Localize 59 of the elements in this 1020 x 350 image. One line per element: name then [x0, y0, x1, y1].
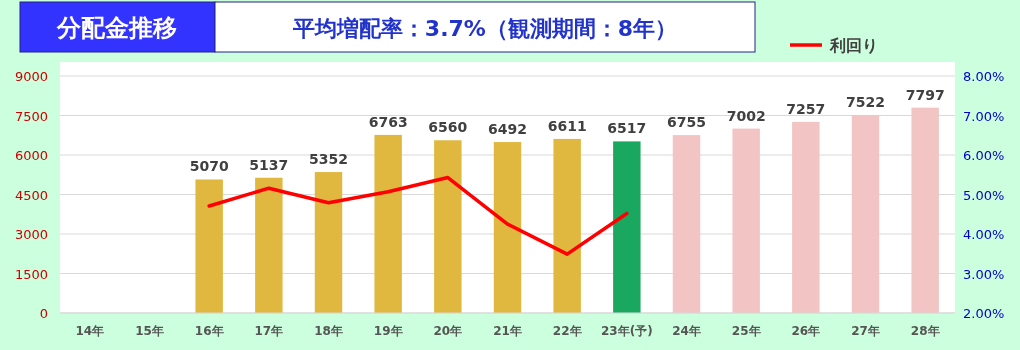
- y2-tick-label: 3.00%: [963, 266, 1005, 282]
- x-tick-label: 27年: [851, 324, 880, 338]
- data-label: 6611: [547, 117, 587, 134]
- y2-tick-label: 5.00%: [963, 187, 1005, 203]
- data-label: 5070: [189, 158, 229, 175]
- bar: [553, 138, 581, 313]
- bar: [374, 134, 402, 313]
- data-label: 6517: [607, 120, 647, 137]
- bar: [613, 141, 641, 313]
- x-tick-label: 20年: [433, 324, 463, 338]
- data-label: 5137: [249, 156, 289, 173]
- y2-tick-label: 4.00%: [963, 227, 1005, 242]
- y2-tick-label: 7.00%: [963, 108, 1005, 124]
- y-tick-label: 6000: [14, 148, 48, 163]
- bar: [792, 121, 820, 313]
- chart-title: 分配金推移: [56, 14, 177, 42]
- x-tick-label: 25年: [731, 324, 761, 338]
- bar: [911, 107, 939, 313]
- x-tick-label: 23年(予): [601, 324, 653, 338]
- x-tick-label: 21年: [493, 324, 522, 338]
- bar: [255, 177, 283, 313]
- legend-label: 利回り: [829, 36, 878, 55]
- y-tick-label: 0: [39, 306, 48, 321]
- x-tick-label: 15年: [135, 324, 164, 338]
- y2-tick-label: 2.00%: [963, 306, 1005, 321]
- bar: [732, 128, 760, 313]
- y-tick-label: 3000: [14, 227, 48, 242]
- data-label: 6492: [488, 121, 527, 138]
- data-label: 7522: [846, 93, 885, 110]
- bar: [672, 135, 701, 313]
- x-tick-label: 18年: [314, 324, 343, 338]
- data-label: 5352: [309, 151, 348, 168]
- bar: [851, 114, 880, 313]
- x-tick-label: 28年: [910, 324, 940, 338]
- data-label: 6560: [428, 119, 468, 136]
- data-label: 7797: [905, 86, 945, 103]
- y-tick-label: 1500: [14, 266, 48, 282]
- x-tick-label: 19年: [373, 324, 403, 338]
- y2-tick-label: 6.00%: [963, 148, 1005, 163]
- data-label: 6763: [368, 113, 408, 130]
- data-label: 7257: [786, 100, 826, 117]
- line-series: [207, 175, 629, 256]
- x-tick-label: 26年: [791, 324, 821, 338]
- y-tick-label: 9000: [14, 69, 48, 84]
- bar: [493, 142, 522, 313]
- y-tick-label: 7500: [14, 108, 48, 124]
- x-tick-label: 24年: [672, 324, 701, 338]
- x-tick-label: 16年: [194, 324, 224, 338]
- x-tick-label: 14年: [75, 324, 105, 338]
- bar: [434, 140, 462, 313]
- bar: [314, 172, 343, 313]
- data-label: 7002: [726, 107, 766, 124]
- bar: [195, 179, 223, 313]
- data-label: 6755: [667, 114, 706, 131]
- chart-subtitle: 平均増配率：3.7%（観測期間：8年）: [291, 16, 678, 41]
- x-tick-label: 17年: [254, 324, 284, 338]
- x-tick-label: 22年: [552, 324, 582, 338]
- y2-tick-label: 8.00%: [963, 69, 1005, 84]
- y-tick-label: 4500: [14, 187, 48, 203]
